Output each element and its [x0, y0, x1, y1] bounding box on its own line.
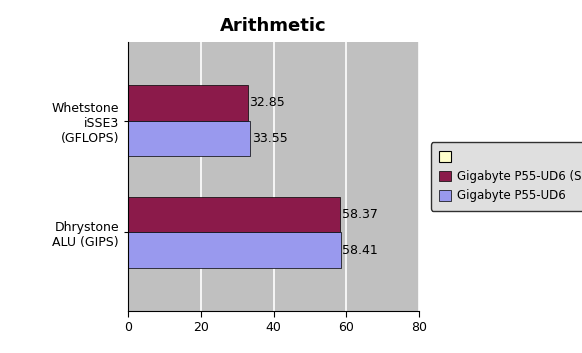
Text: 58.41: 58.41 [342, 244, 378, 257]
Bar [128, 232, 340, 268]
Bar [128, 121, 250, 156]
Title: Arithmetic: Arithmetic [220, 17, 327, 35]
Bar [128, 197, 340, 232]
Text: 32.85: 32.85 [249, 96, 285, 109]
Legend: , Gigabyte P55-UD6 (SLI), Gigabyte P55-UD6: , Gigabyte P55-UD6 (SLI), Gigabyte P55-U… [431, 142, 582, 211]
Text: 58.37: 58.37 [342, 208, 378, 221]
Bar [128, 85, 247, 121]
Text: 33.55: 33.55 [252, 132, 288, 145]
